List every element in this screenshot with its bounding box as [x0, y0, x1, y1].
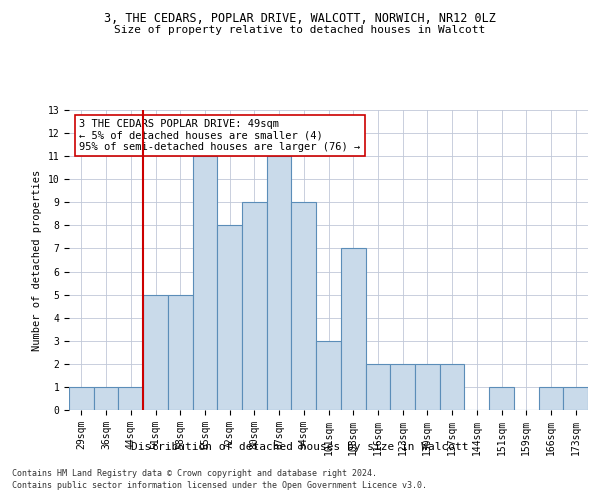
Bar — [390, 364, 415, 410]
Bar — [563, 387, 588, 410]
Bar — [217, 226, 242, 410]
Text: Contains HM Land Registry data © Crown copyright and database right 2024.: Contains HM Land Registry data © Crown c… — [12, 468, 377, 477]
Text: 3, THE CEDARS, POPLAR DRIVE, WALCOTT, NORWICH, NR12 0LZ: 3, THE CEDARS, POPLAR DRIVE, WALCOTT, NO… — [104, 12, 496, 26]
Bar — [365, 364, 390, 410]
Bar — [242, 202, 267, 410]
Bar — [341, 248, 365, 410]
Bar — [118, 387, 143, 410]
Text: Distribution of detached houses by size in Walcott: Distribution of detached houses by size … — [131, 442, 469, 452]
Y-axis label: Number of detached properties: Number of detached properties — [32, 170, 42, 350]
Text: Contains public sector information licensed under the Open Government Licence v3: Contains public sector information licen… — [12, 481, 427, 490]
Bar — [193, 156, 217, 410]
Bar — [440, 364, 464, 410]
Text: 3 THE CEDARS POPLAR DRIVE: 49sqm
← 5% of detached houses are smaller (4)
95% of : 3 THE CEDARS POPLAR DRIVE: 49sqm ← 5% of… — [79, 119, 361, 152]
Bar — [489, 387, 514, 410]
Text: Size of property relative to detached houses in Walcott: Size of property relative to detached ho… — [115, 25, 485, 35]
Bar — [539, 387, 563, 410]
Bar — [292, 202, 316, 410]
Bar — [316, 341, 341, 410]
Bar — [415, 364, 440, 410]
Bar — [69, 387, 94, 410]
Bar — [143, 294, 168, 410]
Bar — [94, 387, 118, 410]
Bar — [168, 294, 193, 410]
Bar — [267, 156, 292, 410]
